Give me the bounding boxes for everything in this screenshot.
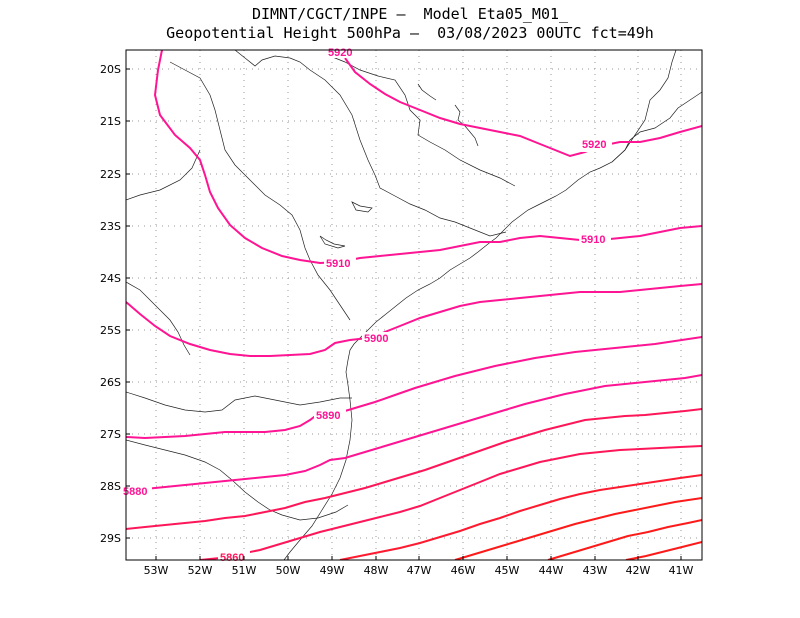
state-border-ms — [169, 61, 351, 321]
lon-label: 53W — [144, 564, 169, 577]
contour-5880 — [126, 374, 702, 491]
coastline — [283, 91, 702, 560]
contour-label: 5920 — [328, 47, 352, 59]
lat-label: 26S — [100, 376, 121, 389]
lat-label: 20S — [100, 63, 121, 76]
lon-label: 48W — [364, 564, 389, 577]
lat-label: 23S — [100, 220, 121, 233]
lon-label: 46W — [451, 564, 476, 577]
border-argentina — [126, 281, 191, 356]
contour-5860 — [199, 445, 702, 560]
axis-ticks — [126, 68, 682, 560]
lat-label: 21S — [100, 115, 121, 128]
lat-label: 29S — [100, 532, 121, 545]
state-border-mg-rj — [611, 50, 677, 163]
lat-label: 27S — [100, 428, 121, 441]
contour-5830 — [547, 519, 702, 560]
contour-labels: 5920 5920 5910 5910 5900 5890 5880 5860 — [120, 44, 612, 564]
map-title-line2: Geopotential Height 500hPa – 03/08/2023 … — [166, 24, 654, 42]
lon-label: 47W — [407, 564, 432, 577]
latitude-labels: 20S 21S 22S 23S 24S 25S 26S 27S 28S 29S — [100, 63, 121, 545]
lake-3 — [417, 83, 437, 101]
contour-label: 5910 — [581, 234, 605, 246]
lon-label: 42W — [626, 564, 651, 577]
contour-label: 5880 — [123, 486, 147, 498]
contour-5820 — [625, 541, 702, 560]
state-border-sc-rs — [126, 439, 349, 521]
state-border-mg-sp — [329, 55, 516, 187]
contour-5870 — [126, 408, 702, 530]
lat-label: 25S — [100, 324, 121, 337]
lake-2 — [319, 235, 346, 249]
boundaries — [126, 50, 702, 560]
plot-frame — [125, 49, 703, 561]
lon-label: 41W — [669, 564, 694, 577]
contour-5850 — [339, 474, 702, 560]
lon-label: 45W — [495, 564, 520, 577]
lat-label: 22S — [100, 168, 121, 181]
map-title-line1: DIMNT/CGCT/INPE – Model Eta05_M01_ — [251, 5, 569, 23]
geopotential-contours — [126, 50, 702, 560]
border-paraguay — [126, 149, 201, 201]
lon-label: 50W — [276, 564, 301, 577]
lon-label: 51W — [232, 564, 257, 577]
contour-5920-a — [153, 50, 702, 265]
lon-label: 49W — [320, 564, 345, 577]
contour-label: 5920 — [582, 139, 606, 151]
contour-label: 5890 — [316, 410, 340, 422]
lon-label: 52W — [188, 564, 213, 577]
contour-5900 — [126, 283, 702, 357]
graticule — [126, 50, 702, 560]
contour-5890 — [126, 336, 702, 440]
contour-label: 5900 — [364, 333, 388, 345]
lon-label: 44W — [539, 564, 564, 577]
lat-label: 24S — [100, 272, 121, 285]
contour-label: 5860 — [220, 552, 244, 564]
contour-5840 — [454, 497, 702, 560]
contour-label: 5910 — [326, 258, 350, 270]
state-border-sp-pr — [289, 57, 507, 237]
lat-label: 28S — [100, 480, 121, 493]
lon-label: 43W — [583, 564, 608, 577]
state-border-pr-sc — [126, 391, 352, 413]
contour-5920-b — [344, 57, 702, 158]
border-go — [234, 50, 291, 67]
lake-1 — [351, 201, 373, 213]
longitude-labels: 53W 52W 51W 50W 49W 48W 47W 46W 45W 44W … — [144, 564, 694, 577]
